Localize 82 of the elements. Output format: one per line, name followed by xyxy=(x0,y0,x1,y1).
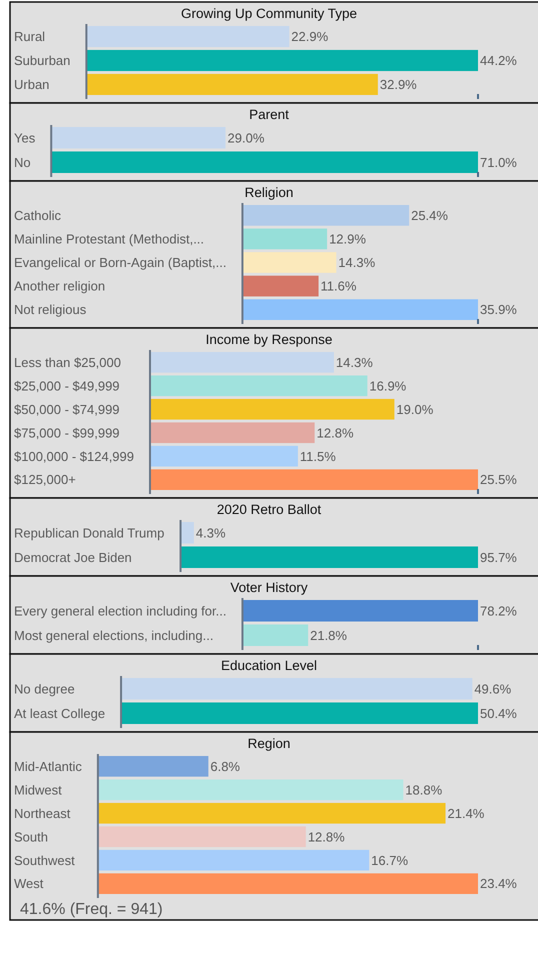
bar xyxy=(98,850,370,871)
bar xyxy=(150,352,334,373)
data-label: 14.3% xyxy=(338,255,376,270)
y-tick-label: No degree xyxy=(14,681,75,696)
y-tick-label: West xyxy=(14,876,44,892)
y-tick-label: $100,000 - $124,999 xyxy=(14,448,134,464)
data-label: 4.3% xyxy=(196,525,226,540)
y-tick-label: South xyxy=(14,829,48,844)
chart-title: Parent xyxy=(249,107,290,122)
data-label: 22.9% xyxy=(291,29,329,44)
data-label: 21.8% xyxy=(310,628,348,643)
data-label: 25.5% xyxy=(480,472,518,488)
y-tick-label: $25,000 - $49,999 xyxy=(14,378,120,394)
data-label: 11.5% xyxy=(300,448,336,464)
data-label: 21.4% xyxy=(448,806,485,821)
y-tick-label: Republican Donald Trump xyxy=(14,525,164,540)
chart-title: Region xyxy=(248,736,290,751)
data-label: 44.2% xyxy=(480,53,518,68)
data-label: 14.3% xyxy=(336,354,374,370)
data-label: 12.8% xyxy=(316,425,354,440)
bar xyxy=(98,756,208,777)
bar xyxy=(242,299,478,320)
data-label: 49.6% xyxy=(474,681,512,696)
bar xyxy=(150,375,368,396)
y-tick-label: Mainline Protestant (Methodist,... xyxy=(14,231,204,246)
data-label: 32.9% xyxy=(380,77,418,92)
y-tick-label: Not religious xyxy=(14,302,87,318)
data-label: 23.4% xyxy=(480,876,518,892)
bar xyxy=(98,802,446,824)
text: 41.6% (Freq. = 941) xyxy=(20,901,163,918)
chart-title: Growing Up Community Type xyxy=(180,6,358,21)
data-label: 16.9% xyxy=(369,378,407,394)
data-label: 16.7% xyxy=(371,852,408,868)
data-label: 25.4% xyxy=(411,208,448,223)
y-tick-label: Urban xyxy=(14,77,50,92)
chart-title: Voter History xyxy=(230,580,308,595)
y-tick-label: Midwest xyxy=(14,782,62,798)
y-tick-label: Mid-Atlantic xyxy=(14,758,82,774)
data-label: 6.8% xyxy=(210,758,240,774)
y-tick-label: $75,000 - $99,999 xyxy=(14,425,120,440)
y-tick-label: Most general elections, including... xyxy=(14,628,214,643)
y-tick-label: Less than $25,000 xyxy=(14,354,121,370)
bar xyxy=(150,446,298,467)
y-tick-label: No xyxy=(14,154,31,170)
bar xyxy=(242,205,410,226)
chart-title: Income by Response xyxy=(206,332,332,347)
chart-title: Religion xyxy=(244,185,294,200)
y-tick-label: Another religion xyxy=(14,278,106,294)
bar xyxy=(98,826,306,848)
y-tick-label: $50,000 - $74,999 xyxy=(14,402,120,417)
data-label: 18.8% xyxy=(405,782,443,798)
y-tick-label: Rural xyxy=(14,29,46,44)
y-tick-label: Catholic xyxy=(14,208,62,223)
data-label: 50.4% xyxy=(480,706,518,721)
data-label: 29.0% xyxy=(228,130,265,146)
y-tick-label: Northeast xyxy=(14,806,71,821)
y-tick-label: Democrat Joe Biden xyxy=(14,550,132,565)
data-label: 35.9% xyxy=(480,302,518,318)
bar xyxy=(150,469,478,490)
data-label: 12.9% xyxy=(329,231,366,246)
y-tick-label: Every general election including for... xyxy=(14,603,226,618)
bar xyxy=(150,398,394,420)
y-tick-label: $125,000+ xyxy=(14,472,76,488)
chart-title: Education Level xyxy=(220,658,318,673)
bar xyxy=(150,422,315,444)
bar xyxy=(242,228,328,250)
bar xyxy=(98,779,404,800)
bar xyxy=(242,252,336,273)
data-label: 95.7% xyxy=(480,550,518,565)
bar xyxy=(98,873,478,894)
data-label: 19.0% xyxy=(396,402,434,417)
y-tick-label: Yes xyxy=(14,130,36,146)
bar xyxy=(242,276,319,296)
y-tick-label: Southwest xyxy=(14,852,76,868)
data-label: 78.2% xyxy=(480,603,518,618)
data-label: 11.6% xyxy=(320,278,357,294)
data-label: 71.0% xyxy=(480,154,518,170)
data-label: 12.8% xyxy=(308,829,346,844)
y-tick-label: At least College xyxy=(14,706,106,721)
y-tick-label: Suburban xyxy=(14,53,70,68)
y-tick-label: Evangelical or Born-Again (Baptist,... xyxy=(14,255,226,270)
chart-title: 2020 Retro Ballot xyxy=(216,502,322,517)
